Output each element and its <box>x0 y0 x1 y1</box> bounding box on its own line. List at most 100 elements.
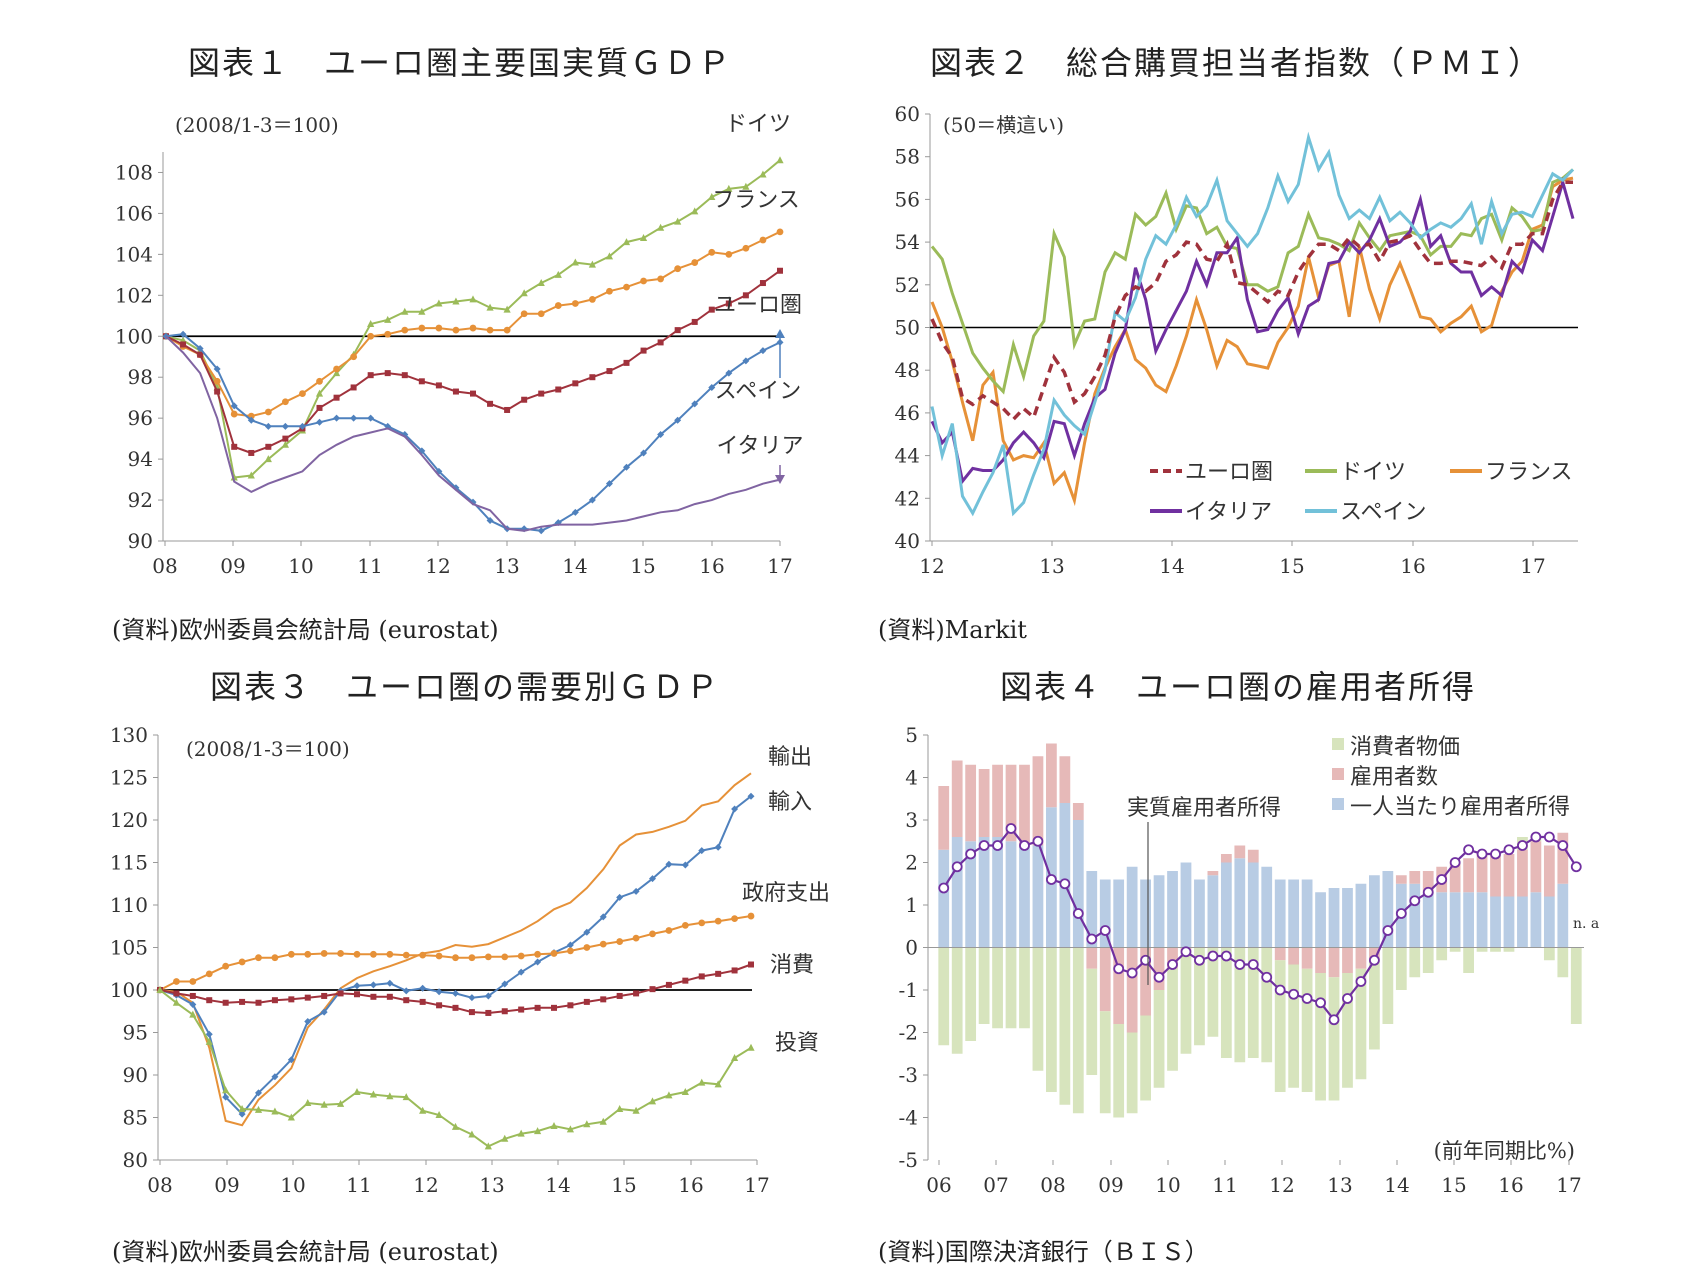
c3-point <box>468 1130 476 1138</box>
c4-bar <box>1342 973 1353 1088</box>
c4-point <box>1072 908 1084 919</box>
c4-bar <box>1355 968 1367 1080</box>
c2-note: (50＝横這い) <box>943 113 1064 137</box>
c3-point <box>698 847 706 855</box>
c3-x-tick-label: 09 <box>214 1173 239 1197</box>
c4-point <box>1463 844 1475 856</box>
c3-point <box>714 917 722 925</box>
c4-y-tick-label: 2 <box>905 851 918 875</box>
chart3: 80 85 90 95 100 105 110 115 120 125 130 08 09 10 11 12 1… <box>110 723 830 1197</box>
c1-point <box>537 527 545 535</box>
c1-point <box>623 463 630 471</box>
chart3-source: (資料)欧州委員会統計局 (eurostat) <box>112 1238 499 1266</box>
c3-point <box>222 1086 230 1094</box>
c2-y-tick-label: 46 <box>895 401 920 425</box>
c3-x-tick-label: 12 <box>413 1173 438 1197</box>
c1-point <box>282 435 289 442</box>
c4-bar <box>1113 1024 1125 1118</box>
c1-point <box>708 193 716 201</box>
c1-y-tick-label: 108 <box>115 160 153 184</box>
c4-x-tick-label: 07 <box>983 1173 1008 1197</box>
chart1-source: (資料)欧州委員会統計局 (eurostat) <box>112 616 499 644</box>
c4-bar <box>1328 888 1340 948</box>
c4-bar <box>1005 947 1017 1029</box>
c4-bar <box>1395 947 1407 990</box>
c4-bar <box>951 947 963 1054</box>
c3-point <box>419 951 427 959</box>
c1-point <box>315 389 324 397</box>
c3-point <box>583 998 590 1005</box>
c3-point <box>287 1056 295 1064</box>
c4-bar <box>1436 892 1448 948</box>
c1-point <box>554 302 562 309</box>
c1-point <box>503 326 511 334</box>
c3-point <box>665 1091 673 1099</box>
c4-bar <box>1261 947 1273 1063</box>
c4-bar <box>1449 947 1461 952</box>
c1-point <box>435 382 442 389</box>
c3-point <box>452 1004 459 1011</box>
c3-x-tick-label: 16 <box>678 1173 703 1197</box>
c3-point <box>222 1093 230 1101</box>
c3-point <box>534 950 541 958</box>
c3-point <box>320 1100 328 1108</box>
c3-point <box>205 1037 213 1045</box>
c4-bar <box>965 947 977 1041</box>
c4-bar <box>951 837 963 948</box>
c2-legend-label: スペイン <box>1340 500 1426 525</box>
c3-point <box>419 998 426 1005</box>
c3-point <box>599 913 607 921</box>
c4-bar <box>1005 764 1017 842</box>
c4-x-tick-label: 15 <box>1441 1173 1466 1197</box>
c4-bar <box>1140 1015 1151 1101</box>
c4-point <box>1045 874 1057 885</box>
c3-point <box>402 951 410 959</box>
c4-x-tick-label: 13 <box>1327 1173 1352 1197</box>
c4-point <box>1490 848 1501 860</box>
c4-bar <box>1476 892 1488 948</box>
c1-point <box>231 443 238 450</box>
c4-bar <box>1180 951 1192 1054</box>
c4-bar <box>938 849 950 948</box>
c1-point <box>197 351 204 358</box>
c3-point <box>337 950 344 957</box>
c4-bar <box>1220 854 1232 863</box>
c4-bar <box>1288 947 1300 965</box>
c4-point <box>951 861 963 873</box>
c4-y-tick-label: 4 <box>905 766 918 790</box>
c4-y-tick-label: 5 <box>905 723 918 747</box>
c3-point <box>386 1092 394 1100</box>
c1-point <box>350 384 357 391</box>
c1-point <box>572 380 579 387</box>
c3-point <box>255 1089 262 1097</box>
c4-point <box>1409 895 1421 907</box>
c4-bar <box>1530 892 1542 948</box>
c1-series-label: スペイン <box>715 379 801 404</box>
c3-point <box>698 973 705 980</box>
c3-point <box>501 980 509 988</box>
c4-bar <box>1234 858 1246 948</box>
c3-point <box>369 981 377 989</box>
c4-point <box>1086 933 1098 945</box>
c1-point <box>725 369 733 377</box>
c3-point <box>172 998 181 1006</box>
c4-bar <box>1072 820 1084 948</box>
c1-point <box>367 332 375 340</box>
c3-point <box>451 1122 460 1130</box>
c3-point <box>239 998 246 1005</box>
c4-bar <box>1490 947 1501 952</box>
c4-bar <box>1032 947 1044 1071</box>
c3-y-tick-label: 105 <box>110 936 148 960</box>
c1-point <box>725 300 732 307</box>
c4-y-tick-label: 0 <box>905 936 918 960</box>
c3-point <box>698 1078 706 1086</box>
c4-point <box>992 840 1003 851</box>
c1-point <box>571 508 579 516</box>
c4-point <box>1207 950 1219 962</box>
c1-point <box>384 370 391 377</box>
c1-series-label: ドイツ <box>725 112 791 137</box>
c3-point <box>632 1106 640 1114</box>
c1-point <box>247 471 255 479</box>
c1-point <box>333 365 340 373</box>
c1-point <box>452 297 460 305</box>
